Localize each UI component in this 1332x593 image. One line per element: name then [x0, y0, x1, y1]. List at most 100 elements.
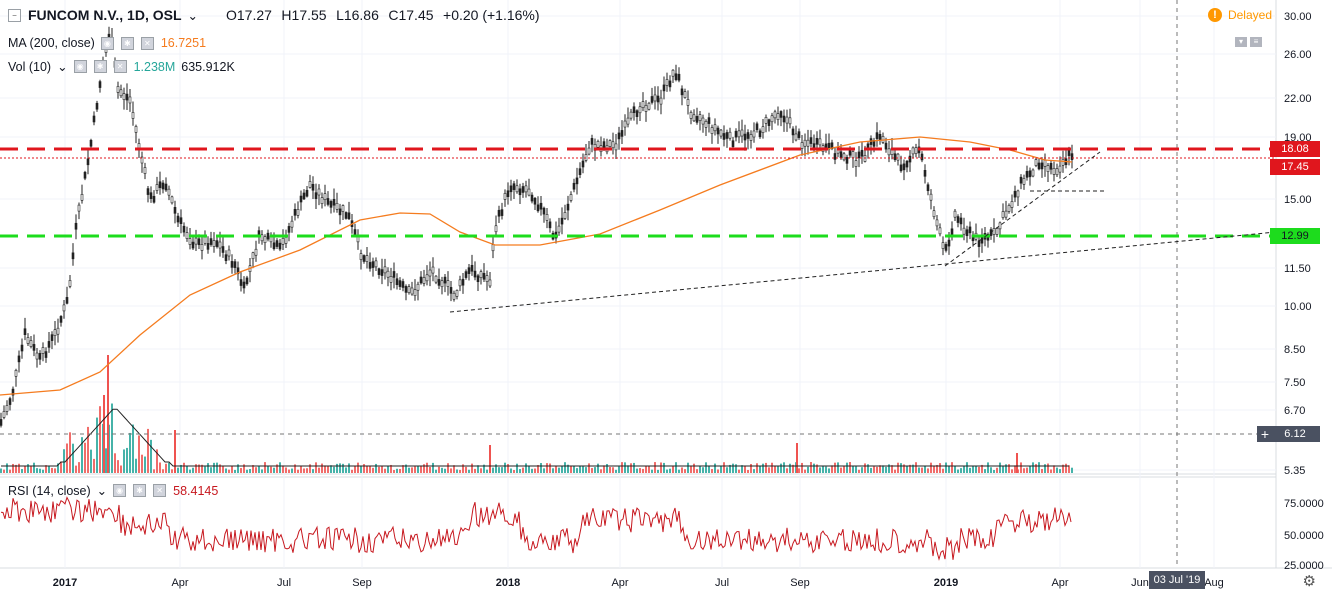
volume-bar: [363, 464, 365, 473]
candle-body: [344, 212, 348, 219]
candle-body: [752, 130, 756, 138]
crosshair-plus-icon[interactable]: +: [1257, 426, 1273, 442]
volume-bar: [468, 469, 470, 473]
volume-bar: [132, 424, 134, 473]
scroll-down-icon[interactable]: ▾: [1235, 37, 1247, 47]
candle-body: [398, 280, 402, 287]
candle-body: [578, 168, 582, 175]
volume-bar: [339, 463, 341, 473]
candle-body: [896, 153, 900, 161]
candle-body: [527, 188, 531, 196]
volume-bar: [981, 464, 983, 473]
eye-icon[interactable]: ◉: [73, 60, 87, 73]
candle-body: [194, 237, 198, 245]
candle-body: [371, 261, 375, 268]
volume-bar: [918, 467, 920, 473]
gear-icon[interactable]: ✱: [93, 60, 107, 73]
vol-label[interactable]: Vol (10): [8, 59, 52, 74]
volume-bar: [603, 465, 605, 473]
candle-body: [704, 121, 708, 128]
candle-body: [440, 280, 444, 288]
symbol-legend[interactable]: − FUNCOM N.V., 1D, OSL ⌄ O17.27 H17.55 L…: [8, 7, 546, 23]
volume-bar: [594, 467, 596, 473]
volume-bar: [522, 467, 524, 473]
volume-bar: [990, 467, 992, 473]
candle-body: [233, 261, 237, 268]
candle-body: [695, 116, 699, 123]
close-icon[interactable]: ✕: [140, 36, 154, 50]
collapse-icon[interactable]: −: [8, 8, 21, 22]
volume-bar: [729, 464, 731, 473]
volume-bar: [24, 465, 26, 473]
chevron-down-icon[interactable]: ⌄: [96, 484, 108, 498]
candle-body: [959, 217, 963, 225]
ma-label[interactable]: MA (200, close): [8, 36, 95, 50]
volume-bar: [606, 464, 608, 473]
candle-body: [737, 130, 741, 138]
vol-legend[interactable]: Vol (10) ⌄ ◉ ✱ ✕ 1.238M 635.912K: [8, 59, 235, 75]
eye-icon[interactable]: ◉: [113, 484, 127, 497]
volume-bar: [414, 466, 416, 473]
volume-bar: [36, 468, 38, 473]
volume-bar: [411, 467, 413, 473]
volume-bar: [744, 465, 746, 473]
volume-bar: [453, 465, 455, 473]
ma-legend[interactable]: MA (200, close) ◉ ✱ ✕ 16.7251: [8, 36, 206, 50]
volume-bar: [849, 462, 851, 473]
rsi-legend[interactable]: RSI (14, close) ⌄ ◉ ✱ ✕ 58.4145: [8, 483, 218, 499]
close-icon[interactable]: ✕: [153, 484, 167, 497]
drawn-lines[interactable]: [0, 0, 1277, 568]
volume-bar: [723, 462, 725, 473]
volume-bar: [891, 465, 893, 473]
volume-ma-line: [1, 408, 1069, 467]
candle-body: [725, 132, 729, 139]
scroll-up-icon[interactable]: ≡: [1250, 37, 1262, 47]
volume-bar: [249, 469, 251, 473]
volume-bar: [747, 469, 749, 473]
time-tick-label: Apr: [611, 577, 628, 589]
volume-bar: [957, 469, 959, 473]
rsi-label[interactable]: RSI (14, close): [8, 483, 91, 498]
candle-body: [860, 149, 864, 157]
candle-body: [719, 129, 723, 137]
candle-body: [254, 248, 258, 256]
candle-body: [644, 105, 648, 112]
gear-icon[interactable]: ✱: [120, 36, 134, 50]
volume-bar: [1029, 466, 1031, 473]
volume-bar: [1062, 464, 1064, 473]
volume-bar: [1038, 462, 1040, 473]
candle-body: [905, 160, 909, 168]
candle-body: [470, 264, 474, 272]
candle-body: [545, 214, 549, 221]
volume-bar: [711, 469, 713, 473]
volume-bar: [732, 463, 734, 473]
candle-body: [1055, 168, 1059, 176]
price-tick-label: 5.35: [1284, 465, 1305, 477]
volume-bar: [801, 462, 803, 473]
candle-body: [26, 337, 30, 344]
volume-bar: [432, 462, 434, 473]
candle-body: [290, 220, 294, 228]
gear-icon[interactable]: ✱: [133, 484, 147, 497]
volume-bar: [624, 462, 626, 473]
chevron-down-icon[interactable]: ⌄: [57, 60, 68, 74]
candle-body: [53, 329, 57, 337]
symbol-name[interactable]: FUNCOM N.V., 1D, OSL: [28, 7, 182, 23]
short-trendline: [944, 151, 1101, 267]
volume-bar: [591, 468, 593, 473]
delayed-label: Delayed: [1227, 8, 1272, 22]
settings-gear-icon[interactable]: ⚙: [1302, 573, 1316, 590]
delayed-badge[interactable]: ! Delayed: [1207, 8, 1272, 22]
volume-bar: [207, 463, 209, 473]
volume-bar: [297, 469, 299, 473]
chevron-down-icon[interactable]: ⌄: [187, 8, 198, 23]
candle-body: [413, 289, 417, 297]
volume-bar: [483, 464, 485, 473]
candle-body: [0, 419, 3, 426]
volume-bar: [915, 462, 917, 473]
eye-icon[interactable]: ◉: [100, 36, 114, 50]
volume-bar: [159, 462, 161, 473]
candle-body: [443, 276, 447, 284]
close-icon[interactable]: ✕: [113, 60, 127, 73]
